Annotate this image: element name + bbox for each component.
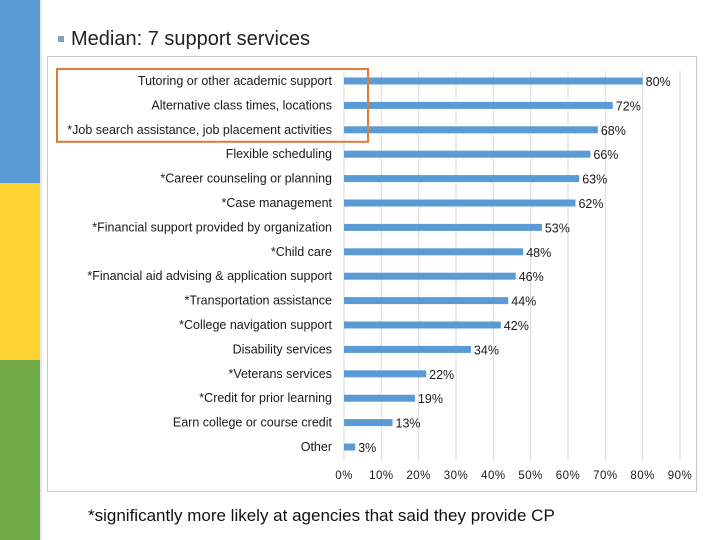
x-tick-label-3: 30% [444,470,469,482]
bullet-icon [58,36,64,42]
x-tick-label-2: 20% [406,470,431,482]
bar-13 [344,394,415,402]
bar-3 [344,150,591,158]
bar-9 [344,297,509,305]
value-label-2: 68% [601,124,626,138]
value-label-15: 3% [358,441,376,455]
category-label-15: Other [301,440,332,454]
bar-7 [344,248,524,256]
value-label-9: 44% [511,295,536,309]
bar-4 [344,175,580,183]
bar-2 [344,126,598,134]
category-label-0: Tutoring or other academic support [138,74,333,88]
bar-1 [344,101,613,109]
value-label-14: 13% [396,417,421,431]
value-label-6: 53% [545,221,570,235]
bar-14 [344,419,393,427]
value-label-1: 72% [616,99,641,113]
chart-frame: Tutoring or other academic support 80% Alt… [47,56,697,492]
x-tick-label-0: 0% [335,470,353,482]
bar-10 [344,321,501,329]
bar-0 [344,77,643,85]
highlight-box [56,68,369,143]
footnote: *significantly more likely at agencies t… [88,506,555,525]
value-label-12: 22% [429,368,454,382]
category-label-14: Earn college or course credit [173,416,333,430]
decor-strip-blue [0,0,40,183]
value-label-4: 63% [582,173,607,187]
x-tick-label-4: 40% [481,470,506,482]
x-tick-label-1: 10% [369,470,394,482]
slide-title-row: Median: 7 support services [58,24,310,54]
bar-5 [344,199,576,207]
decor-strip-yellow [0,183,40,360]
category-label-13: *Credit for prior learning [199,391,332,405]
x-tick-label-8: 80% [630,470,655,482]
value-label-7: 48% [526,246,551,260]
value-label-11: 34% [474,343,499,357]
category-label-4: *Career counseling or planning [160,172,332,186]
bar-11 [344,345,471,353]
category-label-1: Alternative class times, locations [151,98,332,112]
category-label-9: *Transportation assistance [184,294,332,308]
value-label-8: 46% [519,270,544,284]
category-label-7: *Child care [271,245,332,259]
x-tick-label-9: 90% [668,470,693,482]
bar-8 [344,272,516,280]
category-label-8: *Financial aid advising & application su… [87,269,332,283]
value-label-5: 62% [578,197,603,211]
category-label-12: *Veterans services [228,367,332,381]
x-tick-label-7: 70% [593,470,618,482]
category-label-5: *Case management [222,196,333,210]
category-label-2: *Job search assistance, job placement ac… [67,123,332,137]
x-tick-label-6: 60% [556,470,581,482]
category-label-6: *Financial support provided by organizat… [92,220,332,234]
slide-title: Median: 7 support services [71,27,311,50]
bar-12 [344,370,427,378]
value-label-0: 80% [646,75,671,89]
decor-separator [40,0,42,540]
value-label-13: 19% [418,392,443,406]
bar-15 [344,443,356,451]
x-tick-label-5: 50% [518,470,543,482]
bar-6 [344,223,542,231]
category-label-10: *College navigation support [179,318,332,332]
bar-chart: Tutoring or other academic support 80% Alt… [56,68,693,482]
decor-strip-green [0,360,40,540]
category-label-3: Flexible scheduling [226,147,332,161]
category-label-11: Disability services [233,342,332,356]
value-label-10: 42% [504,319,529,333]
value-label-3: 66% [593,148,618,162]
